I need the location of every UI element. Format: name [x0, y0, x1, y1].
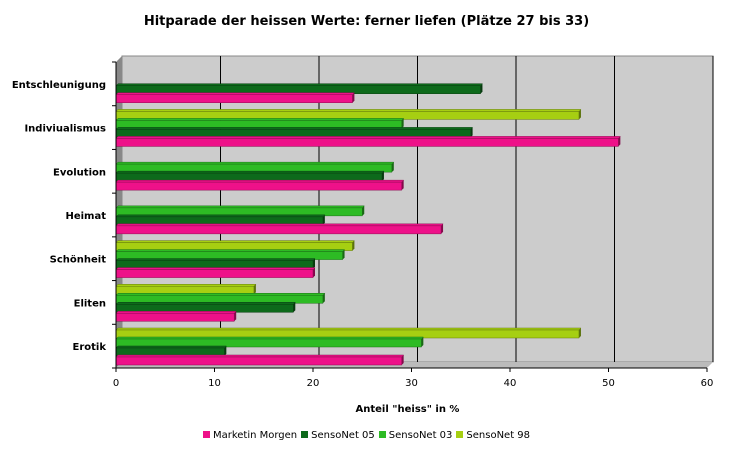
bar — [115, 118, 405, 129]
legend-item: SensoNet 05 — [301, 430, 375, 441]
legend-item: SensoNet 98 — [456, 430, 530, 441]
bar — [115, 336, 424, 348]
legend-label: SensoNet 98 — [466, 430, 531, 441]
bar — [115, 345, 227, 357]
x-tick-label: 40 — [504, 378, 517, 389]
bar — [115, 293, 326, 304]
bar — [115, 302, 296, 313]
bar — [115, 179, 405, 191]
category-label: Entschleunigung — [12, 80, 106, 91]
category-label: Eliten — [74, 298, 106, 309]
x-axis-title: Anteil "heiss" in % — [356, 404, 460, 415]
legend-item: SensoNet 03 — [378, 430, 453, 441]
bar — [115, 240, 356, 251]
bar — [115, 267, 316, 278]
bar — [115, 214, 326, 226]
legend-item: Marketin Morgen — [202, 430, 298, 441]
bar — [115, 249, 346, 260]
category-label: Schönheit — [50, 255, 107, 266]
x-tick-label: 60 — [701, 378, 714, 389]
category-label: Heimat — [65, 211, 106, 222]
legend-label: Marketin Morgen — [212, 430, 298, 441]
bar — [115, 327, 582, 339]
x-tick-label: 20 — [307, 378, 320, 389]
legend-swatch — [378, 431, 386, 438]
x-tick-label: 50 — [602, 378, 615, 389]
bar — [115, 83, 484, 94]
bar — [115, 109, 582, 120]
legend-swatch — [202, 431, 210, 438]
category-label: Indiviualismus — [24, 124, 106, 135]
bar — [115, 223, 444, 235]
bar — [115, 136, 621, 147]
category-label: Erotik — [73, 342, 107, 353]
bar — [115, 161, 395, 173]
bar — [115, 258, 316, 269]
bar — [115, 205, 365, 217]
legend-swatch — [456, 431, 464, 438]
x-tick-label: 30 — [405, 378, 418, 389]
bar — [115, 170, 385, 182]
legend-label: SensoNet 05 — [311, 430, 375, 441]
bar — [115, 127, 474, 138]
chart-title: Hitparade der heissen Werte: ferner lief… — [143, 14, 590, 29]
legend: Marketin Morgen SensoNet 05 SensoNet 03 Sen… — [0, 430, 733, 441]
category-label: Evolution — [53, 167, 106, 178]
legend-label: SensoNet 03 — [388, 430, 453, 441]
bar — [115, 311, 237, 322]
x-tick-label: 10 — [208, 378, 221, 389]
bar — [115, 284, 257, 295]
bar — [115, 354, 405, 366]
x-tick-label: 0 — [113, 378, 119, 389]
bar — [115, 92, 356, 103]
legend-swatch — [301, 431, 309, 438]
